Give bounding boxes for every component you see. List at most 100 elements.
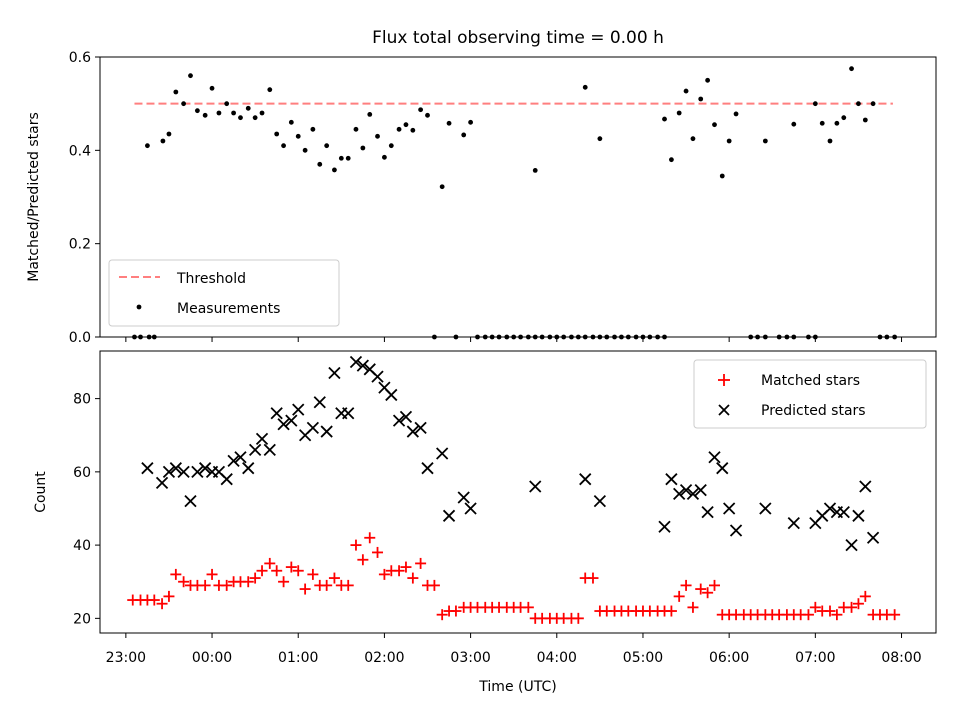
- x-tick-label: 04:00: [537, 650, 577, 666]
- matched-stars-point: [170, 568, 182, 580]
- predicted-stars-point: [328, 366, 341, 380]
- measurements-legend-swatch: [136, 304, 142, 310]
- predicted-stars-point: [242, 462, 255, 475]
- predicted-legend-label: Predicted stars: [761, 403, 866, 419]
- measurement-point: [870, 101, 876, 107]
- measurement-point: [461, 132, 467, 138]
- matched-stars-point: [156, 598, 168, 610]
- predicted-stars-point: [579, 473, 592, 486]
- measurement-point: [281, 143, 286, 149]
- measurement-point: [662, 116, 667, 122]
- measurement-point: [209, 85, 215, 91]
- predicted-stars-point: [263, 443, 276, 457]
- predicted-stars-point: [199, 462, 212, 475]
- matched-stars-point: [350, 539, 362, 551]
- matched-stars-point: [809, 601, 821, 613]
- predicted-stars-point: [277, 418, 290, 431]
- matched-stars-point: [673, 590, 685, 602]
- predicted-stars-point: [837, 506, 850, 519]
- predicted-stars-point: [371, 370, 384, 383]
- measurement-point: [166, 131, 172, 137]
- matched-stars-point: [378, 568, 390, 580]
- measurement-point: [388, 143, 394, 149]
- ratio-x-ticks: [125, 337, 903, 342]
- predicted-stars-point: [845, 538, 858, 552]
- measurement-point: [849, 66, 854, 72]
- predicted-stars-point: [399, 410, 413, 424]
- predicted-stars-point: [673, 487, 686, 500]
- matched-stars-point: [680, 579, 692, 591]
- measurement-point: [532, 168, 538, 173]
- predicted-stars-point: [313, 396, 326, 409]
- predicted-stars-point: [162, 465, 176, 478]
- ratio-plot-area: [132, 66, 898, 340]
- predicted-stars-point: [285, 414, 298, 427]
- measurement-point: [403, 122, 409, 128]
- matched-stars-point: [852, 598, 864, 610]
- matched-stars-point: [702, 587, 714, 599]
- matched-stars-point: [889, 609, 901, 621]
- ratio-panel-frame: [99, 56, 937, 338]
- count-y-tick-label: 40: [73, 538, 91, 554]
- predicted-stars-point: [227, 454, 240, 468]
- measurement-point: [310, 126, 316, 132]
- predicted-stars-point: [184, 495, 197, 508]
- predicted-stars-point: [356, 359, 370, 372]
- x-tick-label: 03:00: [450, 650, 490, 666]
- predicted-stars-point: [859, 480, 872, 493]
- ratio-y-axis: 0.0 0.2 0.4 0.6: [69, 50, 100, 346]
- matched-stars-point: [256, 565, 268, 577]
- matched-stars-point: [846, 601, 858, 613]
- x-tick-label: 07:00: [795, 650, 835, 666]
- measurement-point: [160, 138, 166, 144]
- x-tick-label: 00:00: [192, 650, 232, 666]
- measurement-point: [418, 107, 424, 113]
- measurement-point: [360, 145, 366, 151]
- matched-stars-point: [587, 572, 599, 584]
- x-tick-label: 02:00: [364, 650, 404, 666]
- predicted-stars-point: [723, 502, 736, 515]
- matched-stars-point: [393, 565, 405, 577]
- predicted-stars-point: [866, 531, 880, 544]
- matched-stars-point: [572, 612, 584, 624]
- x-tick-label: 23:00: [106, 650, 146, 666]
- matched-stars-point: [307, 568, 319, 580]
- predicted-stars-point: [392, 414, 406, 427]
- matched-stars-point: [824, 605, 836, 617]
- matched-stars-point: [802, 609, 814, 621]
- measurement-point: [726, 138, 732, 144]
- x-tick-label: 01:00: [278, 650, 318, 666]
- count-legend: Matched stars Predicted stars: [693, 359, 927, 429]
- count-plot-area: [127, 355, 901, 624]
- predicted-stars-point: [658, 520, 671, 533]
- measurement-point: [425, 112, 430, 118]
- predicted-stars-point: [852, 509, 865, 522]
- measurement-point: [856, 101, 861, 107]
- matched-stars-point: [687, 601, 699, 613]
- measurement-point: [238, 115, 243, 121]
- predicted-stars-point: [436, 447, 449, 460]
- measurement-point: [188, 73, 193, 79]
- matched-stars-point: [206, 568, 218, 580]
- ratio-panel: 0.0 0.2 0.4 0.6 Matched/Predicted stars Thr…: [26, 50, 937, 346]
- predicted-stars-point: [694, 484, 707, 497]
- measurement-point: [862, 117, 868, 123]
- predicted-stars-point: [414, 421, 427, 435]
- threshold-legend-label: Threshold: [176, 271, 246, 287]
- measurement-point: [259, 110, 265, 116]
- predicted-stars-point: [593, 495, 607, 508]
- matched-stars-point: [342, 579, 354, 591]
- matched-stars-point: [400, 561, 412, 573]
- measurement-point: [173, 89, 179, 95]
- predicted-stars-point: [342, 407, 355, 420]
- measurement-point: [396, 126, 402, 132]
- matched-stars-point: [292, 565, 304, 577]
- matched-stars-point: [831, 609, 843, 621]
- predicted-stars-point: [406, 425, 419, 438]
- measurement-point: [288, 119, 294, 125]
- measurement-point: [446, 120, 452, 126]
- measurement-point: [274, 131, 280, 137]
- matched-stars-point: [178, 576, 190, 588]
- predicted-stars-point: [464, 502, 477, 515]
- predicted-stars-point: [306, 421, 320, 435]
